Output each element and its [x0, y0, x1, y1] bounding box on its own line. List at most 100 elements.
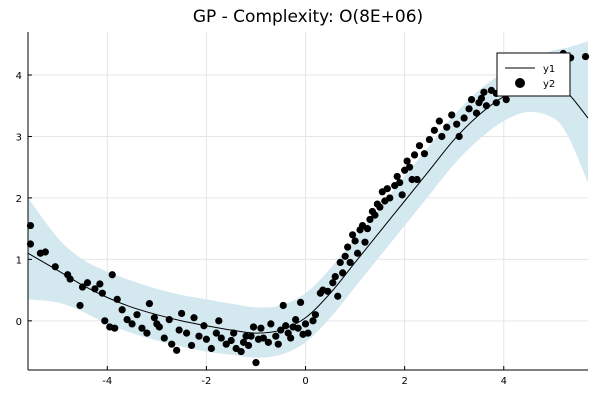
series-y2-point [438, 132, 446, 141]
series-y2-point [413, 175, 421, 184]
series-y2-point [187, 341, 196, 350]
series-y2-point [145, 300, 154, 308]
series-y2-point [460, 114, 468, 122]
series-y2-point [410, 151, 419, 159]
y-tick-label: 4 [16, 71, 22, 82]
series-y2-point [242, 332, 250, 340]
series-y2-point [178, 309, 186, 318]
series-y2-point [304, 329, 312, 337]
series-y2-point [477, 94, 486, 102]
series-y2-point [492, 99, 500, 107]
series-y2-point [237, 347, 245, 356]
series-y2-point [259, 334, 267, 342]
series-y2-point [200, 322, 208, 330]
y-tick-label: 1 [16, 255, 22, 266]
series-y2-point [287, 334, 295, 342]
series-y2-point [111, 324, 119, 332]
series-y2-point [91, 285, 99, 293]
series-y2-point [405, 163, 414, 171]
series-y2-point [344, 243, 352, 251]
series-y2-point [118, 306, 126, 314]
series-y2-point [96, 280, 104, 288]
x-tick-label: 0 [302, 376, 308, 387]
series-y2-point [244, 341, 253, 350]
x-tick-label: -2 [201, 376, 211, 387]
series-y2-point [376, 203, 384, 211]
series-y2-point [465, 105, 473, 113]
series-y2-point [309, 317, 317, 325]
series-y2-point [415, 142, 424, 150]
series-y2-point [351, 237, 359, 245]
series-y2-point [331, 272, 339, 281]
series-y2-point [294, 324, 302, 332]
series-y2-point [230, 329, 238, 337]
x-tick-label: 2 [401, 376, 407, 387]
legend: y1 y2 [496, 52, 571, 97]
series-y2-point [168, 340, 176, 348]
series-y2-point [182, 329, 191, 337]
series-y2-point [282, 322, 290, 330]
series-y2-point [207, 344, 215, 353]
series-y2-point [301, 320, 310, 328]
series-y2-point [41, 248, 49, 256]
series-y2-point [455, 132, 463, 141]
series-y2-point [420, 150, 429, 158]
series-y2-point [393, 172, 401, 181]
series-y2-point [581, 52, 590, 61]
y-tick-label: 3 [16, 132, 22, 143]
series-y2-point [336, 258, 344, 267]
series-y2-point [448, 111, 456, 119]
series-y2-point [78, 283, 87, 291]
series-y2-point [453, 120, 461, 128]
series-y2-point [175, 326, 183, 334]
series-y2-point [279, 301, 287, 310]
series-y2-point [311, 311, 320, 319]
series-y2-point [430, 126, 438, 134]
series-y2-point [502, 96, 510, 104]
chart-title: GP - Complexity: O(8E+06) [193, 7, 423, 27]
series-y2-point [353, 249, 362, 257]
series-y2-point [150, 314, 158, 322]
series-y2-point [227, 336, 235, 345]
series-y2-point [160, 334, 168, 342]
series-y2-point [361, 238, 369, 246]
x-tick-label: 4 [501, 376, 507, 387]
series-y2-point [123, 316, 131, 324]
series-y2-point [195, 332, 203, 340]
series-y2-point [341, 252, 349, 260]
series-y2-point [128, 320, 136, 328]
series-y2-point [212, 329, 220, 337]
series-y2-point [329, 279, 337, 287]
series-y2-point [153, 320, 161, 328]
series-y2-point [138, 324, 146, 332]
series-y2-point [173, 346, 181, 354]
series-y2-point [247, 332, 255, 340]
series-y2-point [482, 102, 491, 110]
series-y2-point [272, 332, 280, 340]
series-y2-point [190, 314, 198, 322]
series-y2-point [222, 340, 230, 348]
legend-box [496, 52, 571, 97]
series-y2-point [324, 287, 332, 295]
series-y2-point [217, 334, 225, 342]
series-y2-point [267, 320, 275, 328]
legend-y2-label: y2 [543, 79, 555, 90]
series-y2-point [66, 275, 74, 283]
series-y2-point [386, 194, 394, 202]
series-y2-point [296, 298, 305, 306]
series-y2-point [26, 221, 35, 230]
series-y2-point [398, 191, 406, 199]
tick-labels: -4 -2 0 2 4 0 1 2 3 4 [16, 71, 507, 387]
series-y2-point [383, 185, 391, 193]
y-tick-label: 0 [16, 317, 22, 328]
series-y2-point [165, 316, 173, 324]
series-y2-point [371, 211, 379, 219]
series-y2-point [264, 338, 272, 346]
series-y2-point [26, 240, 35, 248]
series-y2-point [396, 178, 404, 187]
series-y2-point [435, 117, 443, 125]
series-y2-point [366, 215, 374, 224]
series-y2-point [339, 269, 347, 277]
series-y2-point [425, 135, 434, 144]
